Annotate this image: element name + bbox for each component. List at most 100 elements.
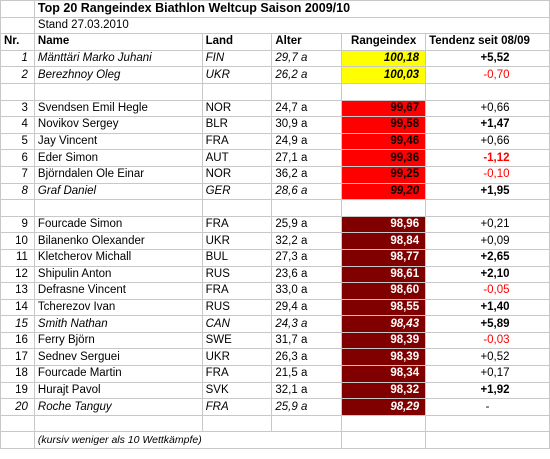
age-cell: 24,9 a: [271, 132, 343, 151]
tendenz-value: -0,70: [483, 68, 510, 81]
tendenz-value: +0,66: [480, 101, 510, 114]
country-cell: RUS: [201, 265, 273, 284]
spacer-row: [0, 199, 550, 217]
table-subtitle: Stand 27.03.2010: [33, 16, 550, 35]
name-cell: Defrasne Vincent: [33, 282, 203, 300]
rank-cell: 20: [0, 398, 35, 416]
rank-cell: 1: [0, 49, 35, 68]
tendenz-cell: +1,95: [425, 182, 550, 201]
footnote-row: (kursiv weniger als 10 Wettkämpfe): [0, 431, 550, 450]
rank-cell: 6: [0, 149, 35, 167]
header-land: Land: [201, 33, 273, 51]
rangeindex-cell: 99,67: [341, 99, 427, 118]
tendenz-cell: -1,12: [425, 149, 550, 167]
tendenz-value: +0,09: [480, 234, 510, 247]
rank-cell: 5: [0, 132, 35, 151]
name-cell: Svendsen Emil Hegle: [33, 99, 203, 118]
age-cell: 31,7 a: [271, 331, 343, 350]
name-cell: Tcherezov Ivan: [33, 298, 203, 317]
empty-cell: [201, 82, 273, 101]
rangeindex-cell: 98,32: [341, 381, 427, 400]
table-row: 3 Svendsen Emil Hegle NOR 24,7 a 99,67 +0,66: [0, 99, 550, 118]
tendenz-value: +5,89: [480, 317, 510, 330]
tendenz-value: +1,95: [480, 184, 510, 197]
table-row: 12 Shipulin Anton RUS 23,6 a 98,61 +2,10: [0, 265, 550, 284]
name-cell: Jay Vincent: [33, 132, 203, 151]
country-cell: FRA: [201, 215, 273, 234]
rank-cell: 18: [0, 365, 35, 383]
tendenz-value: +2,65: [480, 251, 510, 264]
header-nr: Nr.: [0, 33, 35, 51]
table-row: 11 Kletcherov Michall BUL 27,3 a 98,77 +2,65: [0, 248, 550, 267]
age-cell: 25,9 a: [271, 215, 343, 234]
rank-cell: 13: [0, 282, 35, 300]
name-cell: Kletcherov Michall: [33, 248, 203, 267]
name-cell: Mänttäri Marko Juhani: [33, 49, 203, 68]
tendenz-cell: +2,65: [425, 248, 550, 267]
age-cell: 28,6 a: [271, 182, 343, 201]
age-cell: 21,5 a: [271, 365, 343, 383]
spacer-row: [0, 414, 550, 433]
empty-cell: [425, 199, 550, 217]
empty-cell: [425, 414, 550, 433]
age-cell: 25,9 a: [271, 398, 343, 416]
name-cell: Björndalen Ole Einar: [33, 165, 203, 184]
table-title: Top 20 Rangeindex Biathlon Weltcup Saiso…: [33, 0, 550, 18]
country-cell: SVK: [201, 381, 273, 400]
tendenz-value: +0,66: [480, 135, 510, 148]
name-cell: Berezhnoy Oleg: [33, 66, 203, 84]
tendenz-cell: +0,66: [425, 132, 550, 151]
tendenz-cell: -0,03: [425, 331, 550, 350]
table-row: 2 Berezhnoy Oleg UKR 26,2 a 100,03 -0,70: [0, 66, 550, 84]
empty-cell: [425, 82, 550, 101]
table-row: 13 Defrasne Vincent FRA 33,0 a 98,60 -0,05: [0, 282, 550, 300]
table-row: 14 Tcherezov Ivan RUS 29,4 a 98,55 +1,40: [0, 298, 550, 317]
rank-cell: 9: [0, 215, 35, 234]
table-row: 7 Björndalen Ole Einar NOR 36,2 a 99,25 -0,10: [0, 165, 550, 184]
country-cell: SWE: [201, 331, 273, 350]
rangeindex-cell: 98,29: [341, 398, 427, 416]
rank-cell: 2: [0, 66, 35, 84]
table-row: 15 Smith Nathan CAN 24,3 a 98,43 +5,89: [0, 315, 550, 333]
country-cell: FRA: [201, 398, 273, 416]
rangeindex-cell: 98,96: [341, 215, 427, 234]
empty-cell: [33, 82, 203, 101]
name-cell: Sednev Serguei: [33, 348, 203, 367]
tendenz-value: +0,21: [480, 218, 510, 231]
tendenz-cell: -0,10: [425, 165, 550, 184]
tendenz-value: -: [485, 400, 490, 413]
tendenz-value: +1,92: [480, 383, 510, 396]
tendenz-cell: +0,17: [425, 365, 550, 383]
country-cell: RUS: [201, 298, 273, 317]
rank-cell: 10: [0, 232, 35, 250]
table-row: 19 Hurajt Pavol SVK 32,1 a 98,32 +1,92: [0, 381, 550, 400]
table-row: 1 Mänttäri Marko Juhani FIN 29,7 a 100,18 +5,…: [0, 49, 550, 68]
rank-cell: 16: [0, 331, 35, 350]
name-cell: Eder Simon: [33, 149, 203, 167]
age-cell: 24,3 a: [271, 315, 343, 333]
age-cell: 30,9 a: [271, 116, 343, 134]
tendenz-value: +0,17: [480, 367, 510, 380]
empty-cell: [0, 82, 35, 101]
age-cell: 23,6 a: [271, 265, 343, 284]
name-cell: Ferry Björn: [33, 331, 203, 350]
rank-cell: 8: [0, 182, 35, 201]
age-cell: 26,3 a: [271, 348, 343, 367]
age-cell: 29,4 a: [271, 298, 343, 317]
tendenz-cell: +1,40: [425, 298, 550, 317]
tendenz-value: +1,47: [480, 118, 510, 131]
empty-cell: [0, 199, 35, 217]
name-cell: Graf Daniel: [33, 182, 203, 201]
tendenz-cell: -0,70: [425, 66, 550, 84]
name-cell: Fourcade Martin: [33, 365, 203, 383]
empty-cell: [201, 414, 273, 433]
age-cell: 33,0 a: [271, 282, 343, 300]
country-cell: BLR: [201, 116, 273, 134]
rangeindex-cell: 99,36: [341, 149, 427, 167]
empty-cell: [33, 199, 203, 217]
country-cell: GER: [201, 182, 273, 201]
table-row: 10 Bilanenko Olexander UKR 32,2 a 98,84 +0,09: [0, 232, 550, 250]
age-cell: 26,2 a: [271, 66, 343, 84]
tendenz-cell: +5,89: [425, 315, 550, 333]
